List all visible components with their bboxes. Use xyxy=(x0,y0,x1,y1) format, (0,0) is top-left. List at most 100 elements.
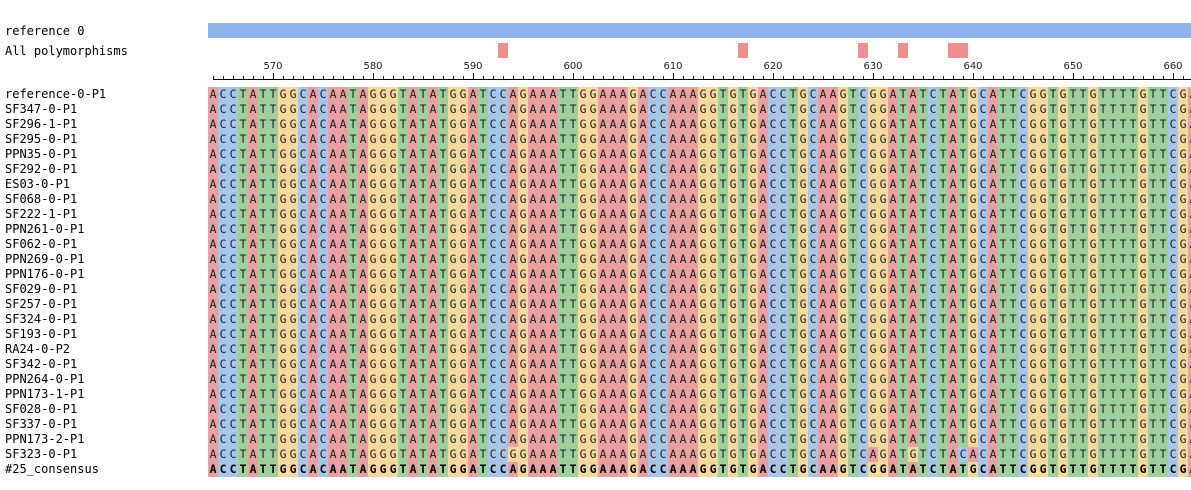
base-cell: A xyxy=(668,387,678,402)
base-cell: T xyxy=(418,387,428,402)
sequence-name[interactable]: SF324-0-P1 xyxy=(5,312,78,326)
base-cell: T xyxy=(938,432,948,447)
sequence-name[interactable]: SF062-0-P1 xyxy=(5,237,78,251)
base-cell: A xyxy=(908,282,918,297)
base-cell: G xyxy=(1088,207,1098,222)
base-cell: A xyxy=(668,177,678,192)
base-cell: T xyxy=(478,387,488,402)
base-cell: A xyxy=(408,207,418,222)
base-cell: G xyxy=(798,132,808,147)
sequence-name[interactable]: PPN261-0-P1 xyxy=(5,222,85,236)
base-cell: G xyxy=(878,207,888,222)
polymorphism-marker[interactable] xyxy=(738,43,748,58)
base-cell: G xyxy=(868,87,878,102)
polymorphism-marker[interactable] xyxy=(958,43,968,58)
base-cell: T xyxy=(1048,267,1058,282)
base-cell: T xyxy=(568,192,578,207)
base-cell: T xyxy=(478,117,488,132)
polymorphism-marker[interactable] xyxy=(898,43,908,58)
sequence-name[interactable]: SF222-1-P1 xyxy=(5,207,78,221)
base-cell: C xyxy=(218,417,228,432)
base-cell: A xyxy=(828,117,838,132)
sequence-name[interactable]: ES03-0-P1 xyxy=(5,177,71,191)
base-cell: G xyxy=(878,192,888,207)
base-cell: C xyxy=(228,162,238,177)
base-cell: T xyxy=(938,132,948,147)
sequence-name[interactable]: PPN269-0-P1 xyxy=(5,252,85,266)
base-cell: G xyxy=(578,222,588,237)
polymorphism-marker[interactable] xyxy=(948,43,958,58)
base-cell: A xyxy=(308,357,318,372)
base-cell: G xyxy=(368,387,378,402)
base-cell: T xyxy=(848,417,858,432)
base-cell: G xyxy=(698,237,708,252)
base-cell: T xyxy=(1098,162,1108,177)
sequence-name[interactable]: SF323-0-P1 xyxy=(5,447,78,461)
base-cell: T xyxy=(558,402,568,417)
base-cell: T xyxy=(1078,297,1088,312)
sequence-name[interactable]: SF292-0-P1 xyxy=(5,162,78,176)
sequence-name[interactable]: reference-0-P1 xyxy=(5,87,107,101)
base-cell: G xyxy=(1058,462,1068,477)
base-cell: T xyxy=(738,417,748,432)
sequence-name[interactable]: PPN173-1-P1 xyxy=(5,387,85,401)
sequence-name[interactable]: PPN35-0-P1 xyxy=(5,147,78,161)
polymorphism-marker[interactable] xyxy=(858,43,868,58)
base-cell: G xyxy=(748,402,758,417)
sequence-name[interactable]: SF257-0-P1 xyxy=(5,297,78,311)
sequence-name[interactable]: PPN264-0-P1 xyxy=(5,372,85,386)
base-cell: G xyxy=(288,387,298,402)
base-cell: G xyxy=(458,417,468,432)
base-cell: C xyxy=(1018,342,1028,357)
base-cell: T xyxy=(898,177,908,192)
base-cell: G xyxy=(1058,207,1068,222)
base-cell: G xyxy=(588,417,598,432)
base-cell: G xyxy=(868,207,878,222)
sequence-name[interactable]: SF029-0-P1 xyxy=(5,282,78,296)
sequence-name[interactable]: SF337-0-P1 xyxy=(5,417,78,431)
base-cell: C xyxy=(768,327,778,342)
sequence-name[interactable]: SF028-0-P1 xyxy=(5,402,78,416)
sequence-name[interactable]: SF068-0-P1 xyxy=(5,192,78,206)
sequence-name[interactable]: SF296-1-P1 xyxy=(5,117,78,131)
base-cell: A xyxy=(678,372,688,387)
base-cell: C xyxy=(778,327,788,342)
base-cell: G xyxy=(878,417,888,432)
reference-coverage-bar[interactable] xyxy=(208,23,1191,38)
position-ruler: 570 580 590 600 610 620 630 640 650 660 xyxy=(208,60,1191,80)
base-cell: G xyxy=(388,402,398,417)
base-cell: C xyxy=(498,237,508,252)
base-cell: G xyxy=(968,297,978,312)
base-cell: G xyxy=(588,252,598,267)
base-cell: T xyxy=(848,132,858,147)
base-cell: C xyxy=(1168,132,1178,147)
sequence-name[interactable]: SF193-0-P1 xyxy=(5,327,78,341)
consensus-name[interactable]: #25_consensus xyxy=(5,462,99,476)
polymorphism-marker[interactable] xyxy=(498,43,508,58)
base-cell: C xyxy=(218,327,228,342)
base-cell: A xyxy=(538,462,548,477)
base-cell: C xyxy=(318,87,328,102)
sequence-name[interactable]: SF347-0-P1 xyxy=(5,102,78,116)
base-cell: G xyxy=(708,162,718,177)
base-cell: C xyxy=(488,462,498,477)
base-cell: T xyxy=(938,282,948,297)
base-cell: C xyxy=(488,342,498,357)
base-cell: C xyxy=(978,432,988,447)
sequence-name[interactable]: RA24-0-P2 xyxy=(5,342,71,356)
base-cell: T xyxy=(238,267,248,282)
base-cell: G xyxy=(708,432,718,447)
base-cell: A xyxy=(908,162,918,177)
base-cell: G xyxy=(798,462,808,477)
sequence-name[interactable]: PPN173-2-P1 xyxy=(5,432,85,446)
ruler-label: 660 xyxy=(1163,61,1183,72)
base-cell: A xyxy=(308,177,318,192)
base-cell: G xyxy=(458,222,468,237)
base-cell: C xyxy=(1018,297,1028,312)
base-cell: G xyxy=(878,312,888,327)
sequence-name[interactable]: SF342-0-P1 xyxy=(5,357,78,371)
sequence-name[interactable]: SF295-0-P1 xyxy=(5,132,78,146)
ruler-tick xyxy=(353,76,354,80)
base-cell: A xyxy=(988,162,998,177)
sequence-name[interactable]: PPN176-0-P1 xyxy=(5,267,85,281)
